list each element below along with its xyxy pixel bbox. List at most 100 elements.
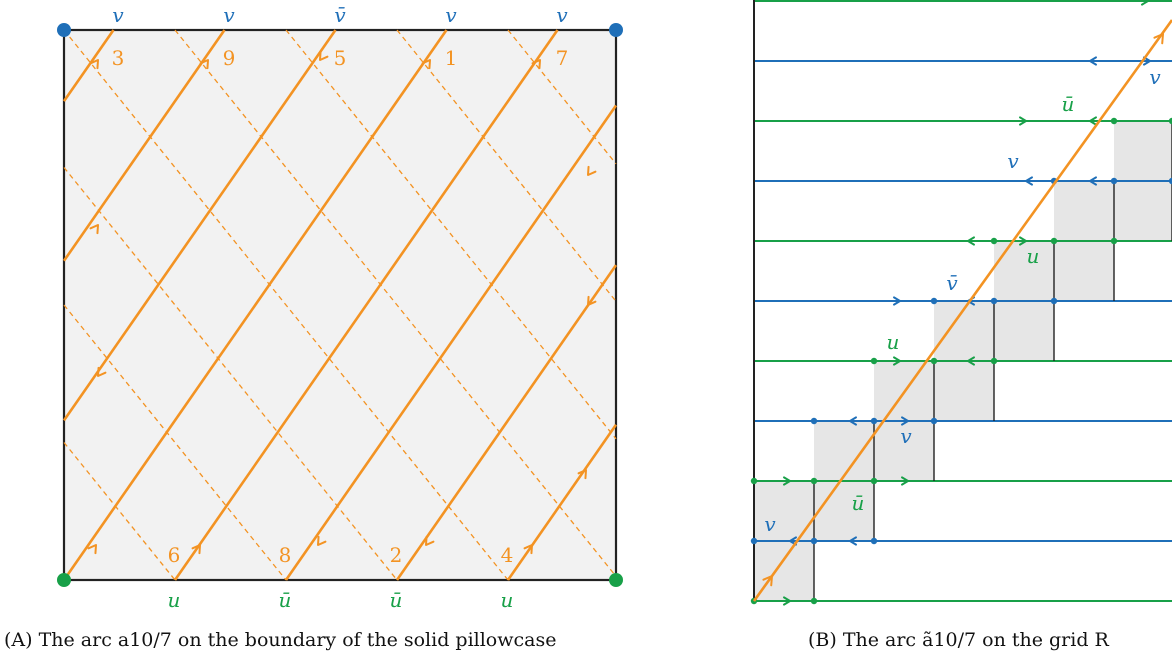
grid-arrow bbox=[849, 536, 857, 546]
grid-label: v bbox=[1007, 149, 1019, 173]
grid-arrow bbox=[1089, 116, 1097, 126]
solid-arc bbox=[62, 29, 448, 581]
top-label: v bbox=[556, 3, 568, 27]
arc-arrow bbox=[319, 50, 329, 61]
lifted-arc bbox=[752, 19, 1172, 602]
grid-arrow bbox=[901, 416, 909, 426]
grid-point bbox=[810, 597, 818, 605]
arc-arrow bbox=[191, 544, 201, 555]
solid-arcs bbox=[62, 29, 618, 581]
grid-point bbox=[1168, 177, 1172, 185]
arc-number: 5 bbox=[334, 46, 347, 70]
grid-point bbox=[870, 477, 878, 485]
grid-arrow bbox=[1025, 176, 1033, 186]
arc-number: 3 bbox=[112, 46, 125, 70]
grid-point bbox=[870, 357, 878, 365]
grid-point bbox=[810, 537, 818, 545]
arc-arrow bbox=[89, 59, 99, 70]
grid-arrow bbox=[893, 296, 901, 306]
dashed-arc bbox=[63, 167, 398, 581]
lifted-arc-arrow bbox=[1153, 33, 1164, 45]
grid-label: ū bbox=[1062, 92, 1075, 116]
dashed-arc bbox=[174, 29, 617, 577]
dashed-arc bbox=[63, 304, 287, 581]
arc-arrow bbox=[421, 59, 431, 70]
arc-number: 2 bbox=[390, 543, 403, 567]
grid-label: ū bbox=[852, 491, 865, 515]
grid-point bbox=[750, 537, 758, 545]
grid-label: v bbox=[900, 424, 912, 448]
arc-arrows bbox=[87, 50, 597, 555]
grid-arrow bbox=[1019, 236, 1027, 246]
grid-point bbox=[1168, 117, 1172, 125]
grid-label: v bbox=[764, 512, 776, 536]
arc-arrow bbox=[587, 295, 597, 306]
grid-arrow bbox=[1143, 56, 1151, 66]
grid-point bbox=[750, 477, 758, 485]
grid-point bbox=[1050, 297, 1058, 305]
grid-point bbox=[930, 417, 938, 425]
grid-arrow bbox=[1089, 176, 1097, 186]
dashed-arc bbox=[63, 29, 509, 581]
top-label: v bbox=[445, 3, 457, 27]
panel-b: v ū v u v̄ u v ū v (B) The arc ã10/7 on … bbox=[750, 0, 1172, 651]
arc-arrow bbox=[577, 469, 587, 480]
solid-arc bbox=[506, 423, 618, 581]
bottom-label: u bbox=[168, 588, 181, 612]
top-label: v bbox=[223, 3, 235, 27]
grid-label: u bbox=[887, 330, 900, 354]
solid-arc bbox=[62, 29, 115, 102]
caption-a: (A) The arc a10/7 on the boundary of the… bbox=[4, 629, 556, 651]
lifted-arc-arrows bbox=[762, 33, 1164, 587]
arc-arrow bbox=[87, 544, 97, 555]
arc-arrow bbox=[89, 224, 99, 235]
grid-arrow bbox=[1019, 116, 1027, 126]
arc-arrow bbox=[199, 59, 209, 70]
dashed-arcs bbox=[63, 29, 617, 581]
dashed-arc bbox=[285, 29, 617, 440]
corner-dot-bottom-left bbox=[57, 573, 71, 587]
dashed-arc bbox=[396, 29, 617, 302]
arc-arrow bbox=[97, 366, 107, 377]
arc-arrow bbox=[317, 535, 327, 546]
grid-point bbox=[1110, 117, 1118, 125]
grid-point bbox=[990, 357, 998, 365]
solid-arc bbox=[395, 264, 618, 581]
pillowcase-square bbox=[62, 28, 618, 582]
corner-dot-top-left bbox=[57, 23, 71, 37]
grid-arrow bbox=[1089, 56, 1097, 66]
grid-arrow bbox=[849, 416, 857, 426]
top-label: v̄ bbox=[334, 3, 346, 27]
grid-point bbox=[1050, 237, 1058, 245]
grid-label: u bbox=[1027, 244, 1040, 268]
grid-point bbox=[990, 237, 998, 245]
lifted-arc-arrow bbox=[762, 575, 773, 587]
grid-lines bbox=[754, 0, 1172, 602]
grid-arrow bbox=[893, 356, 901, 366]
arc-number: 1 bbox=[445, 46, 458, 70]
grid-arrow bbox=[783, 596, 791, 606]
arc-number: 8 bbox=[279, 543, 292, 567]
arc-number: 6 bbox=[168, 543, 181, 567]
grid-point bbox=[810, 417, 818, 425]
grid-label: v bbox=[1149, 65, 1161, 89]
grid-arrow bbox=[967, 356, 975, 366]
grid-point bbox=[870, 537, 878, 545]
grid-arrow bbox=[967, 236, 975, 246]
solid-arc bbox=[62, 29, 337, 422]
arc-arrow bbox=[587, 165, 597, 176]
bottom-label: u bbox=[501, 588, 514, 612]
solid-arc bbox=[173, 29, 559, 581]
bottom-label: ū bbox=[390, 588, 403, 612]
dashed-arc bbox=[63, 442, 176, 581]
arc-arrow bbox=[523, 544, 533, 555]
bottom-label: ū bbox=[279, 588, 292, 612]
dashed-arc bbox=[507, 29, 617, 165]
top-label: v bbox=[112, 3, 124, 27]
arc-arrow bbox=[531, 59, 541, 70]
grid-arrow bbox=[783, 476, 791, 486]
grid-point bbox=[810, 477, 818, 485]
solid-arc bbox=[284, 104, 618, 581]
arc-number: 7 bbox=[556, 46, 569, 70]
